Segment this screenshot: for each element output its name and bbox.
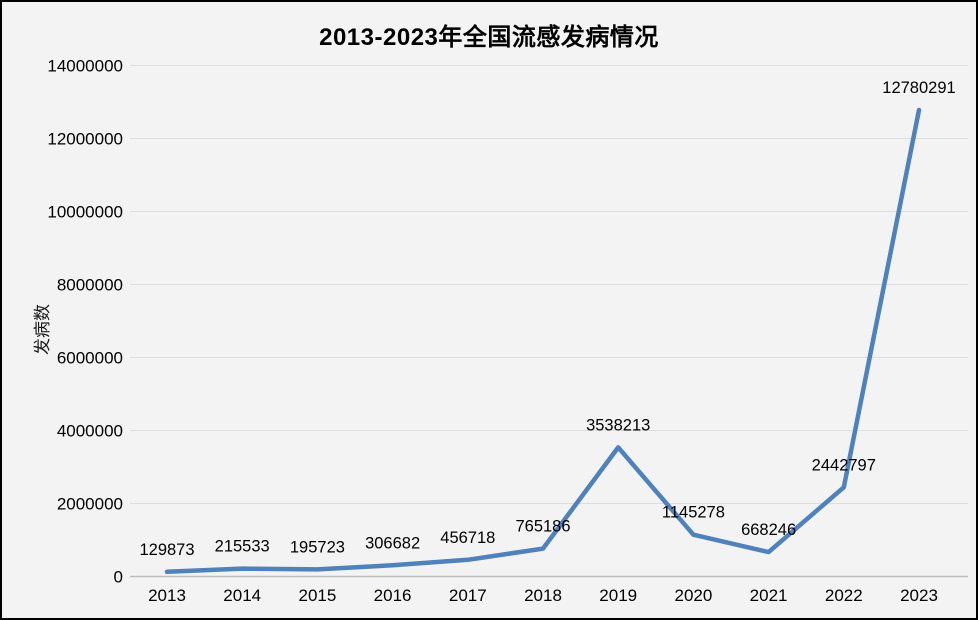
data-label: 129873	[139, 541, 194, 559]
x-tick-label: 2016	[374, 586, 412, 605]
x-tick-label: 2023	[900, 586, 938, 605]
y-tick-label: 6000000	[57, 349, 123, 368]
chart-title: 2013-2023年全国流感发病情况	[319, 24, 659, 51]
y-tick-label: 8000000	[57, 276, 123, 295]
data-label: 456718	[440, 529, 495, 547]
data-label: 1145278	[662, 504, 725, 522]
x-tick-label: 2015	[298, 586, 336, 605]
x-tick-label: 2013	[148, 586, 186, 605]
x-tick-label: 2014	[223, 586, 261, 605]
y-tick-label: 14000000	[47, 57, 123, 76]
data-label: 215533	[215, 538, 270, 556]
x-tick-label: 2018	[524, 586, 562, 605]
data-label: 2442797	[812, 456, 876, 474]
data-label: 3538213	[586, 416, 650, 434]
x-tick-label: 2022	[825, 586, 863, 605]
x-tick-label: 2017	[449, 586, 487, 605]
x-tick-label: 2021	[750, 586, 788, 605]
data-label: 12780291	[882, 79, 955, 97]
data-label: 668246	[741, 521, 796, 539]
y-tick-label: 12000000	[47, 130, 123, 149]
x-tick-label: 2020	[674, 586, 712, 605]
data-label: 765186	[515, 518, 570, 536]
y-tick-label: 2000000	[57, 495, 123, 514]
influenza-cases-line	[164, 107, 922, 575]
y-tick-label: 4000000	[57, 422, 123, 441]
y-tick-label: 0	[114, 568, 123, 587]
data-label: 195723	[290, 538, 345, 556]
y-tick-label: 10000000	[47, 203, 123, 222]
x-tick-label: 2019	[599, 586, 637, 605]
data-label: 306682	[365, 534, 420, 552]
